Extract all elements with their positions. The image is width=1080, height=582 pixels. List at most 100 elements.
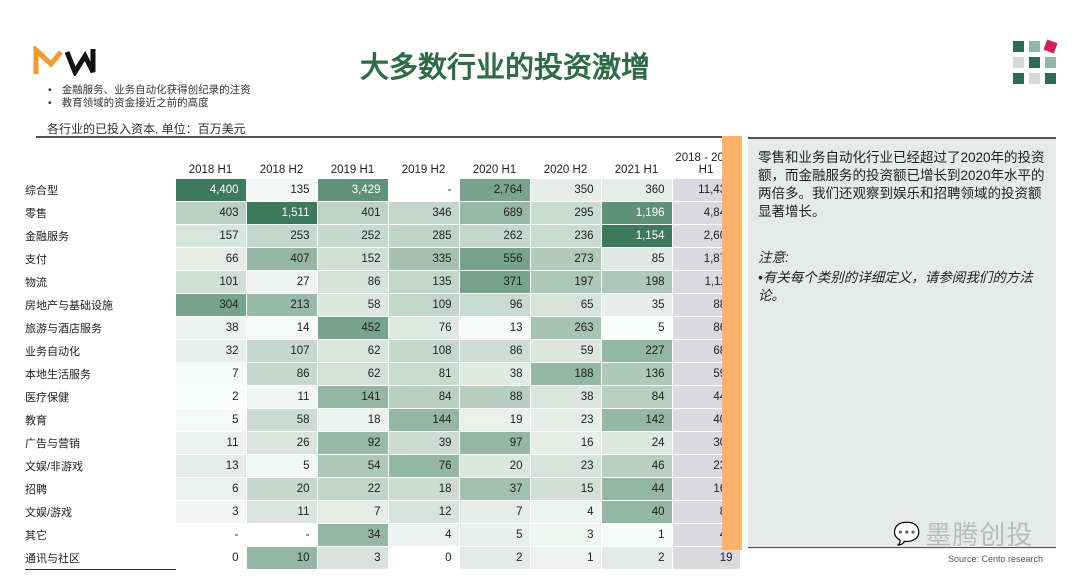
heat-cell: 7 bbox=[316, 500, 389, 524]
heat-cell: 285 bbox=[387, 224, 460, 248]
table-row: 业务自动化32107621088659227682 bbox=[25, 339, 741, 363]
heat-cell: 11 bbox=[245, 500, 318, 524]
heat-cell: 0 bbox=[174, 546, 247, 570]
heat-cell: 141 bbox=[316, 385, 389, 409]
heat-cell: 1 bbox=[529, 546, 602, 570]
column-header: 2018 H2 bbox=[259, 164, 304, 176]
wechat-icon: 💬 bbox=[893, 520, 922, 546]
heat-cell: 76 bbox=[387, 316, 460, 340]
heat-cell: 152 bbox=[316, 247, 389, 271]
heat-cell: 62 bbox=[316, 339, 389, 363]
heat-cell: 2 bbox=[600, 546, 673, 570]
corner-cell bbox=[25, 143, 175, 179]
heat-cell: 10 bbox=[245, 546, 318, 570]
heat-cell: 1,154 bbox=[600, 224, 673, 248]
heat-cell: 135 bbox=[387, 270, 460, 294]
heat-cell: 5 bbox=[245, 454, 318, 478]
heat-cell: 108 bbox=[387, 339, 460, 363]
heat-cell: 58 bbox=[316, 293, 389, 317]
column-header: 2018 H1 bbox=[188, 164, 233, 176]
heat-cell: 13 bbox=[458, 316, 531, 340]
heat-cell: 350 bbox=[529, 178, 602, 202]
heat-cell: 62 bbox=[316, 362, 389, 386]
row-label: 教育 bbox=[25, 415, 47, 427]
note-body: •有关每个类别的详细定义，请参阅我们的方法论。 bbox=[758, 270, 1033, 303]
heat-cell: 1,511 bbox=[245, 201, 318, 225]
heat-cell: 2,764 bbox=[458, 178, 531, 202]
heat-cell: 59 bbox=[529, 339, 602, 363]
heat-cell: 23 bbox=[529, 408, 602, 432]
watermark: 💬 墨腾创投 bbox=[893, 515, 1033, 552]
heat-cell: 107 bbox=[245, 339, 318, 363]
column-header: 2019 H1 bbox=[330, 164, 375, 176]
heat-cell: 85 bbox=[600, 247, 673, 271]
summary-bullets: 金融服务、业务自动化获得创纪录的注资 教育领域的资金接近之前的高度 bbox=[48, 84, 251, 110]
heat-cell: 37 bbox=[458, 477, 531, 501]
commentary-panel: 零售和业务自动化行业已经超过了2020年的投资额，而金融服务的投资额已增长到20… bbox=[748, 137, 1056, 549]
heat-cell: 34 bbox=[316, 523, 389, 547]
page-title: 大多数行业的投资激增 bbox=[359, 50, 650, 84]
heat-cell: 19 bbox=[458, 408, 531, 432]
heat-cell: 32 bbox=[174, 339, 247, 363]
heat-cell: 86 bbox=[316, 270, 389, 294]
heat-cell: 20 bbox=[245, 477, 318, 501]
table-row: 其它--34453148 bbox=[25, 523, 741, 547]
heat-cell: 96 bbox=[458, 293, 531, 317]
heat-cell: 84 bbox=[600, 385, 673, 409]
heat-cell: 1,196 bbox=[600, 201, 673, 225]
table-row: 综合型 4,400 135 3,429-2,764 350 360 11,438 bbox=[25, 178, 741, 202]
heat-cell: 2 bbox=[174, 385, 247, 409]
table-row: 教育558181441923142409 bbox=[25, 408, 741, 432]
heat-cell: 403 bbox=[174, 201, 247, 225]
table-row: 广告与营销11269239971624305 bbox=[25, 431, 741, 455]
divider bbox=[748, 547, 1056, 548]
table-row: 本地生活服务786628138188136597 bbox=[25, 362, 741, 386]
logo bbox=[33, 46, 96, 76]
heat-cell: 38 bbox=[458, 362, 531, 386]
heat-cell: 401 bbox=[316, 201, 389, 225]
table-caption: 各行业的已投入资本, 单位：百万美元 bbox=[47, 122, 246, 136]
heat-cell: 66 bbox=[174, 247, 247, 271]
heat-cell: 252 bbox=[316, 224, 389, 248]
heat-cell: 6 bbox=[174, 477, 247, 501]
heat-cell: 97 bbox=[458, 431, 531, 455]
heat-cell: 76 bbox=[387, 454, 460, 478]
brand-grid-icon bbox=[1013, 39, 1058, 84]
watermark-text: 墨腾创投 bbox=[925, 520, 1034, 550]
heat-cell: 5 bbox=[600, 316, 673, 340]
heat-cell: 236 bbox=[529, 224, 602, 248]
commentary-text: 零售和业务自动化行业已经超过了2020年的投资额，而金融服务的投资额已增长到20… bbox=[758, 150, 1045, 219]
heat-cell: 27 bbox=[245, 270, 318, 294]
heat-cell: 3,429 bbox=[316, 178, 389, 202]
row-label: 金融服务 bbox=[25, 231, 69, 243]
heat-cell: 18 bbox=[387, 477, 460, 501]
table-row: 文娱/游戏311712744083 bbox=[25, 500, 741, 524]
bullet: 教育领域的资金接近之前的高度 bbox=[48, 97, 251, 110]
heat-cell: 1 bbox=[600, 523, 673, 547]
heat-cell: 4 bbox=[387, 523, 460, 547]
heat-cell: 142 bbox=[600, 408, 673, 432]
heat-cell: 213 bbox=[245, 293, 318, 317]
heat-cell: 5 bbox=[174, 408, 247, 432]
heat-cell: 86 bbox=[245, 362, 318, 386]
row-label: 文娱/非游戏 bbox=[25, 461, 84, 473]
heat-cell: 26 bbox=[245, 431, 318, 455]
heat-cell: 263 bbox=[529, 316, 602, 340]
heat-cell: - bbox=[387, 178, 460, 202]
row-label: 其它 bbox=[25, 530, 47, 542]
table-row: 房地产与基础设施30421358109966535880 bbox=[25, 293, 741, 317]
heat-cell: 86 bbox=[458, 339, 531, 363]
heat-cell: 65 bbox=[529, 293, 602, 317]
heat-cell: 101 bbox=[174, 270, 247, 294]
heat-cell: 157 bbox=[174, 224, 247, 248]
heat-cell: 54 bbox=[316, 454, 389, 478]
heat-cell: 371 bbox=[458, 270, 531, 294]
row-label: 支付 bbox=[25, 254, 47, 266]
bullet: 金融服务、业务自动化获得创纪录的注资 bbox=[48, 84, 251, 97]
heat-cell: 198 bbox=[600, 270, 673, 294]
heat-cell: 304 bbox=[174, 293, 247, 317]
table-row: 物流 101 27 86 135 371 197 198 1,116 bbox=[25, 270, 741, 294]
table-row: 医疗保健21114184883884446 bbox=[25, 385, 741, 409]
heat-cell: 24 bbox=[600, 431, 673, 455]
row-label: 医疗保健 bbox=[25, 392, 69, 404]
